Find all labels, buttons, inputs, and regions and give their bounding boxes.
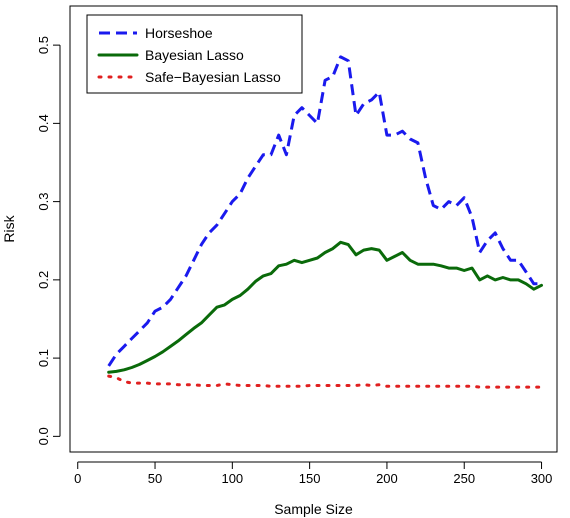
y-axis-title: Risk (1, 214, 17, 242)
series-line-1 (107, 55, 542, 367)
plot-frame (69, 5, 558, 453)
x-tick-label: 150 (299, 471, 321, 486)
y-tick-label: 0.1 (36, 349, 51, 367)
y-tick-label: 0.4 (36, 114, 51, 132)
legend-label-1: Horseshoe (145, 25, 213, 41)
legend-label-2: Bayesian Lasso (145, 47, 244, 63)
legend: Horseshoe Bayesian Lasso Safe−Bayesian Las… (86, 14, 303, 94)
series-layer (107, 55, 543, 389)
plot-border (69, 5, 558, 453)
x-tick-label: 50 (148, 471, 162, 486)
x-tick-label: 0 (74, 471, 81, 486)
x-tick-label: 300 (531, 471, 553, 486)
y-tick-label: 0.0 (36, 427, 51, 445)
y-tick-label: 0.3 (36, 193, 51, 211)
y-axis: 0.0 0.1 0.2 0.3 0.4 0.5 (36, 36, 61, 445)
series-line-3 (107, 374, 543, 389)
x-axis: 0 50 100 150 200 250 300 (74, 461, 553, 486)
x-axis-title: Sample Size (274, 501, 353, 517)
x-tick-label: 200 (376, 471, 398, 486)
x-tick-label: 100 (221, 471, 243, 486)
y-tick-label: 0.5 (36, 36, 51, 54)
legend-label-3: Safe−Bayesian Lasso (145, 69, 281, 85)
series-line-2 (107, 240, 543, 374)
x-tick-label: 250 (453, 471, 475, 486)
y-tick-label: 0.2 (36, 271, 51, 289)
